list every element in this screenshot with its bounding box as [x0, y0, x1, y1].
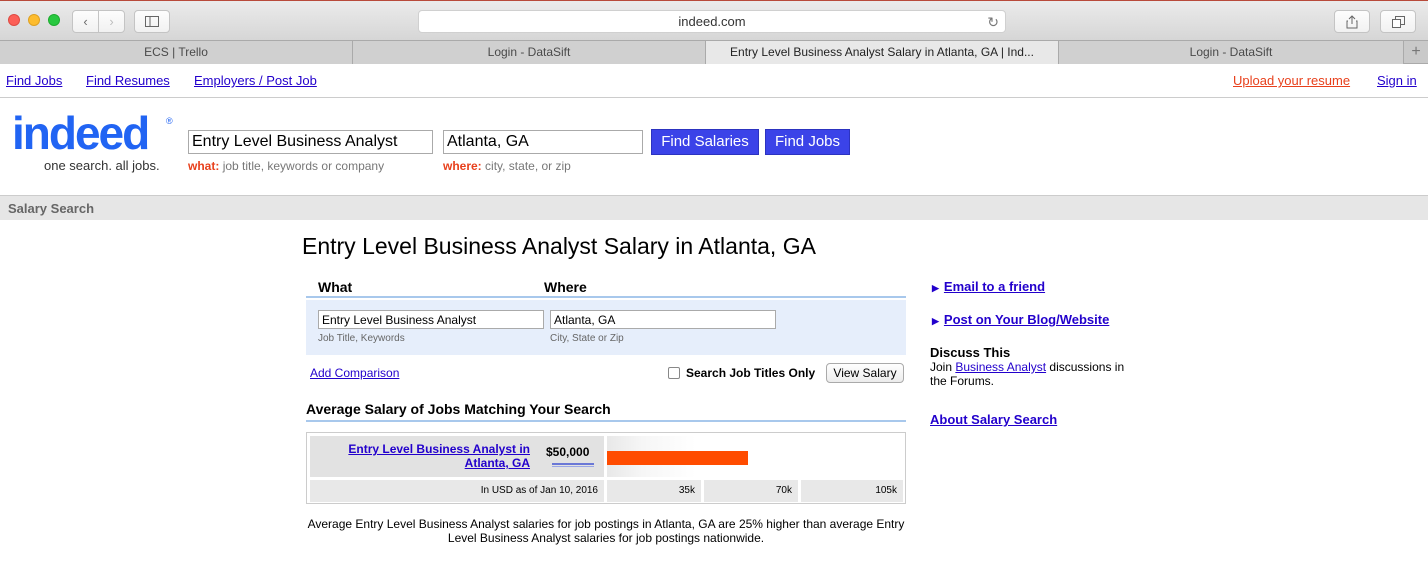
- salary-bar-area: [607, 436, 903, 477]
- tab-datasift-login-2[interactable]: Login - DataSift: [1059, 41, 1404, 64]
- search-titles-only-label: Search Job Titles Only: [686, 366, 816, 380]
- discuss-post: discussions in the Forums.: [930, 360, 1125, 388]
- address-bar[interactable]: indeed.com ↻: [418, 10, 1006, 33]
- chevron-left-icon: ‹: [83, 14, 88, 29]
- address-text: indeed.com: [678, 14, 746, 29]
- search-titles-only-checkbox[interactable]: Search Job Titles Only: [668, 366, 815, 380]
- forward-button[interactable]: ›: [98, 10, 125, 33]
- what-search-input[interactable]: Entry Level Business Analyst: [188, 130, 433, 154]
- business-analyst-forum-link[interactable]: Business Analyst: [955, 360, 1047, 374]
- about-salary-search-link[interactable]: About Salary Search: [930, 412, 1058, 427]
- post-blog-link[interactable]: ▶ Post on Your Blog/Website: [932, 312, 1109, 327]
- logo-wordmark: indeed: [12, 107, 150, 159]
- share-button[interactable]: [1334, 10, 1370, 33]
- average-salary-value: $50,000: [546, 445, 590, 459]
- discuss-pre: Join: [930, 360, 956, 374]
- find-salaries-button[interactable]: Find Salaries: [651, 129, 759, 155]
- what-label: What: [318, 279, 353, 295]
- sign-in-link[interactable]: Sign in: [1377, 73, 1417, 88]
- where-search-input[interactable]: Atlanta, GA: [443, 130, 643, 154]
- upload-resume-link[interactable]: Upload your resume: [1233, 73, 1351, 88]
- salary-label-cell: Entry Level Business Analyst in Atlanta,…: [310, 436, 604, 477]
- tick-label-105k: 105k: [801, 480, 903, 502]
- where-label: Where: [544, 279, 587, 295]
- job-link-line1: Entry Level Business Analyst in: [348, 442, 530, 456]
- triangle-right-icon: ▶: [932, 283, 939, 293]
- browser-toolbar: ‹ › indeed.com ↻: [0, 0, 1428, 40]
- job-salary-link[interactable]: Entry Level Business Analyst in Atlanta,…: [334, 442, 530, 470]
- where-hint-text: city, state, or zip: [485, 159, 571, 173]
- where-hint-label: where:: [443, 159, 482, 173]
- tabs-overview-icon: [1391, 15, 1405, 28]
- find-jobs-link[interactable]: Find Jobs: [6, 73, 63, 88]
- salary-bar: [607, 451, 748, 465]
- breadcrumb-bar: Salary Search: [0, 195, 1428, 220]
- email-friend-label: Email to a friend: [943, 279, 1046, 294]
- sidebar-icon: [145, 16, 159, 27]
- tick-label-35k: 35k: [607, 480, 701, 502]
- salary-what-input[interactable]: Entry Level Business Analyst: [318, 310, 544, 329]
- salary-where-input[interactable]: Atlanta, GA: [550, 310, 776, 329]
- tab-trello[interactable]: ECS | Trello: [0, 41, 353, 64]
- salary-underline: [552, 463, 594, 467]
- where-hint: where: city, state, or zip: [443, 159, 571, 173]
- tick-label-70k: 70k: [704, 480, 798, 502]
- employers-post-job-link[interactable]: Employers / Post Job: [194, 73, 317, 88]
- discuss-heading: Discuss This: [930, 345, 1011, 360]
- job-link-line2: Atlanta, GA: [464, 456, 530, 470]
- breadcrumb: Salary Search: [8, 201, 95, 216]
- show-tabs-button[interactable]: [1380, 10, 1416, 33]
- what-hint-text: job title, keywords or company: [222, 159, 385, 173]
- salary-table: Entry Level Business Analyst in Atlanta,…: [306, 432, 906, 504]
- zoom-window-button[interactable]: [48, 14, 60, 26]
- registered-mark: ®: [166, 116, 173, 126]
- back-button[interactable]: ‹: [72, 10, 99, 33]
- checkbox-box[interactable]: [668, 367, 680, 379]
- reload-icon[interactable]: ↻: [987, 14, 999, 30]
- email-friend-link[interactable]: ▶ Email to a friend: [932, 279, 1045, 294]
- add-comparison-link[interactable]: Add Comparison: [310, 366, 400, 380]
- top-navigation: Find Jobs Find Resumes Employers / Post …: [0, 64, 1428, 98]
- share-icon: [1346, 14, 1358, 28]
- tab-bar: ECS | Trello Login - DataSift Entry Leve…: [0, 40, 1428, 64]
- logo-tagline: one search. all jobs.: [44, 158, 160, 173]
- find-jobs-button[interactable]: Find Jobs: [765, 129, 850, 155]
- sidebar-toggle-button[interactable]: [134, 10, 170, 33]
- page-title: Entry Level Business Analyst Salary in A…: [302, 233, 816, 259]
- what-hint-label: what:: [188, 159, 220, 173]
- tab-datasift-login[interactable]: Login - DataSift: [353, 41, 706, 64]
- what-hint: what: job title, keywords or company: [188, 159, 384, 173]
- triangle-right-icon: ▶: [932, 316, 939, 326]
- salary-form-header: What Where: [306, 277, 906, 298]
- discuss-text: Join Business Analyst discussions in the…: [930, 360, 1140, 388]
- salary-where-hint: City, State or Zip: [550, 333, 624, 344]
- tab-indeed-salary[interactable]: Entry Level Business Analyst Salary in A…: [706, 41, 1059, 64]
- salary-summary-text: Average Entry Level Business Analyst sal…: [307, 517, 905, 545]
- salary-form: Entry Level Business Analyst Atlanta, GA…: [306, 300, 906, 355]
- view-salary-button[interactable]: View Salary: [826, 363, 904, 383]
- minimize-window-button[interactable]: [28, 14, 40, 26]
- chevron-right-icon: ›: [109, 14, 114, 29]
- new-tab-button[interactable]: +: [1411, 43, 1421, 60]
- average-salary-heading: Average Salary of Jobs Matching Your Sea…: [306, 401, 906, 422]
- post-blog-label: Post on Your Blog/Website: [943, 312, 1110, 327]
- find-resumes-link[interactable]: Find Resumes: [86, 73, 170, 88]
- close-window-button[interactable]: [8, 14, 20, 26]
- currency-date-note: In USD as of Jan 10, 2016: [310, 480, 604, 502]
- indeed-logo[interactable]: indeed ® one search. all jobs.: [8, 107, 178, 180]
- salary-what-hint: Job Title, Keywords: [318, 333, 405, 344]
